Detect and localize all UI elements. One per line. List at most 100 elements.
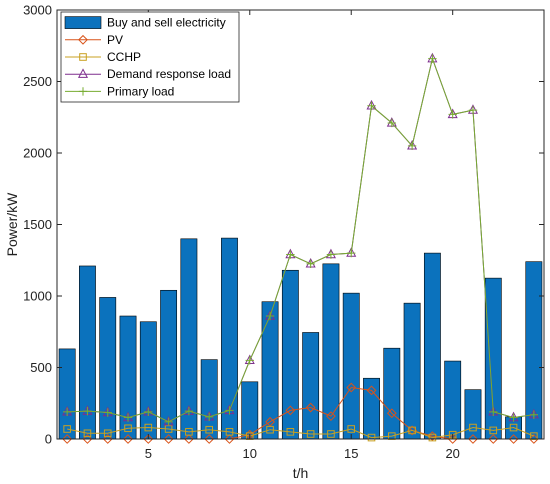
legend-label: Demand response load	[107, 67, 231, 81]
bar-17	[383, 347, 401, 440]
point-plus-17	[387, 118, 397, 128]
point-plus-10	[245, 356, 254, 365]
bar-13	[302, 332, 320, 440]
point-square-18	[408, 426, 416, 435]
legend-swatch-marker	[79, 53, 87, 61]
point-diamond-7	[183, 434, 194, 444]
y-tick-label: 3000	[23, 3, 52, 18]
legend-swatch-marker	[78, 87, 88, 96]
y-tick-label: 2500	[23, 74, 52, 89]
point-square-13	[306, 430, 315, 438]
point-diamond-13	[305, 402, 316, 413]
point-plus-5	[144, 407, 153, 417]
point-plus-8	[204, 412, 214, 422]
legend-item: Primary load	[65, 84, 174, 98]
bar-3	[99, 297, 117, 440]
point-square-11	[266, 425, 274, 434]
bar-8	[200, 359, 218, 440]
point-square-12	[286, 428, 295, 436]
point-diamond-15	[346, 382, 357, 393]
point-diamond-2	[82, 434, 93, 444]
point-square-16	[367, 433, 376, 442]
point-diamond-6	[163, 434, 174, 444]
legend-swatch-marker	[78, 34, 88, 45]
point-plus-21	[468, 105, 478, 115]
point-square-19	[428, 433, 437, 442]
point-plus-6	[164, 417, 173, 427]
point-plus-12	[286, 250, 295, 259]
point-plus-3	[103, 408, 112, 417]
point-diamond-14	[326, 411, 336, 422]
bar-16	[363, 377, 380, 440]
legend-label: Buy and sell electricity	[107, 16, 226, 30]
x-tick-label: 20	[445, 446, 459, 461]
point-diamond-4	[123, 434, 133, 444]
point-diamond-23	[508, 434, 519, 444]
point-diamond-22	[488, 434, 499, 444]
point-plus-9	[225, 406, 234, 415]
point-plus-22	[489, 407, 498, 417]
x-tick-label: 5	[145, 446, 152, 461]
point-plus-15	[347, 248, 356, 258]
bar-5	[139, 321, 157, 440]
point-diamond-9	[224, 434, 235, 444]
point-diamond-5	[143, 434, 154, 444]
bar-18	[403, 302, 421, 440]
bar-21	[464, 389, 482, 440]
axes: 0 500 1000 1500 2000 2500 3000 5 10 15 20	[23, 3, 545, 461]
y-axis-label: Power/kW	[4, 192, 20, 257]
point-square-1	[63, 425, 71, 433]
legend-label: Primary load	[107, 84, 174, 98]
point-plus-13	[306, 259, 315, 269]
point-plus-4	[123, 413, 133, 422]
point-square-22	[489, 426, 498, 435]
point-plus-16	[367, 101, 376, 111]
legend-label: PV	[107, 33, 123, 47]
y-tick-label: 2000	[23, 146, 52, 161]
legend-swatch-bar	[64, 16, 102, 29]
bar-15	[342, 292, 360, 440]
legend-item: CCHP	[65, 50, 141, 64]
legend-swatch-marker	[77, 68, 89, 78]
bar-series	[58, 237, 543, 440]
point-square-21	[469, 423, 477, 432]
point-square-15	[347, 425, 356, 433]
point-square-7	[185, 428, 193, 436]
point-plus-20	[448, 110, 457, 119]
point-diamond-1	[62, 434, 73, 444]
point-square-9	[225, 428, 234, 436]
y-tick-label: 1000	[23, 289, 52, 304]
x-tick-label: 10	[243, 446, 257, 461]
point-diamond-3	[102, 434, 113, 444]
point-diamond-8	[204, 434, 215, 444]
bar-19	[423, 252, 441, 440]
point-diamond-16	[366, 385, 377, 396]
point-plus-19	[428, 54, 437, 63]
x-axis-label: t/h	[293, 465, 309, 481]
bar-20	[444, 360, 462, 440]
legend: Buy and sell electricity PV CCHP Demand res…	[60, 11, 240, 103]
point-square-5	[144, 423, 153, 432]
point-square-4	[124, 424, 132, 433]
point-square-8	[205, 425, 213, 434]
point-plus-23	[509, 413, 518, 422]
point-diamond-17	[386, 408, 397, 419]
y-tick-label: 1500	[23, 217, 52, 232]
legend-label: CCHP	[107, 50, 141, 64]
y-tick-label: 0	[45, 432, 52, 447]
point-plus-7	[184, 406, 194, 416]
point-plus-18	[407, 141, 417, 151]
legend-item: Buy and sell electricity	[64, 16, 226, 30]
point-plus-2	[83, 406, 92, 416]
legend-item: PV	[65, 33, 123, 47]
series-plus	[62, 54, 539, 427]
point-diamond-12	[285, 405, 296, 416]
point-square-3	[103, 429, 112, 438]
x-tick-label: 15	[344, 446, 358, 461]
line-series	[62, 52, 539, 444]
point-square-23	[509, 423, 518, 432]
point-plus-1	[62, 407, 72, 417]
point-plus-24	[529, 410, 539, 419]
y-tick-label: 500	[30, 360, 52, 375]
